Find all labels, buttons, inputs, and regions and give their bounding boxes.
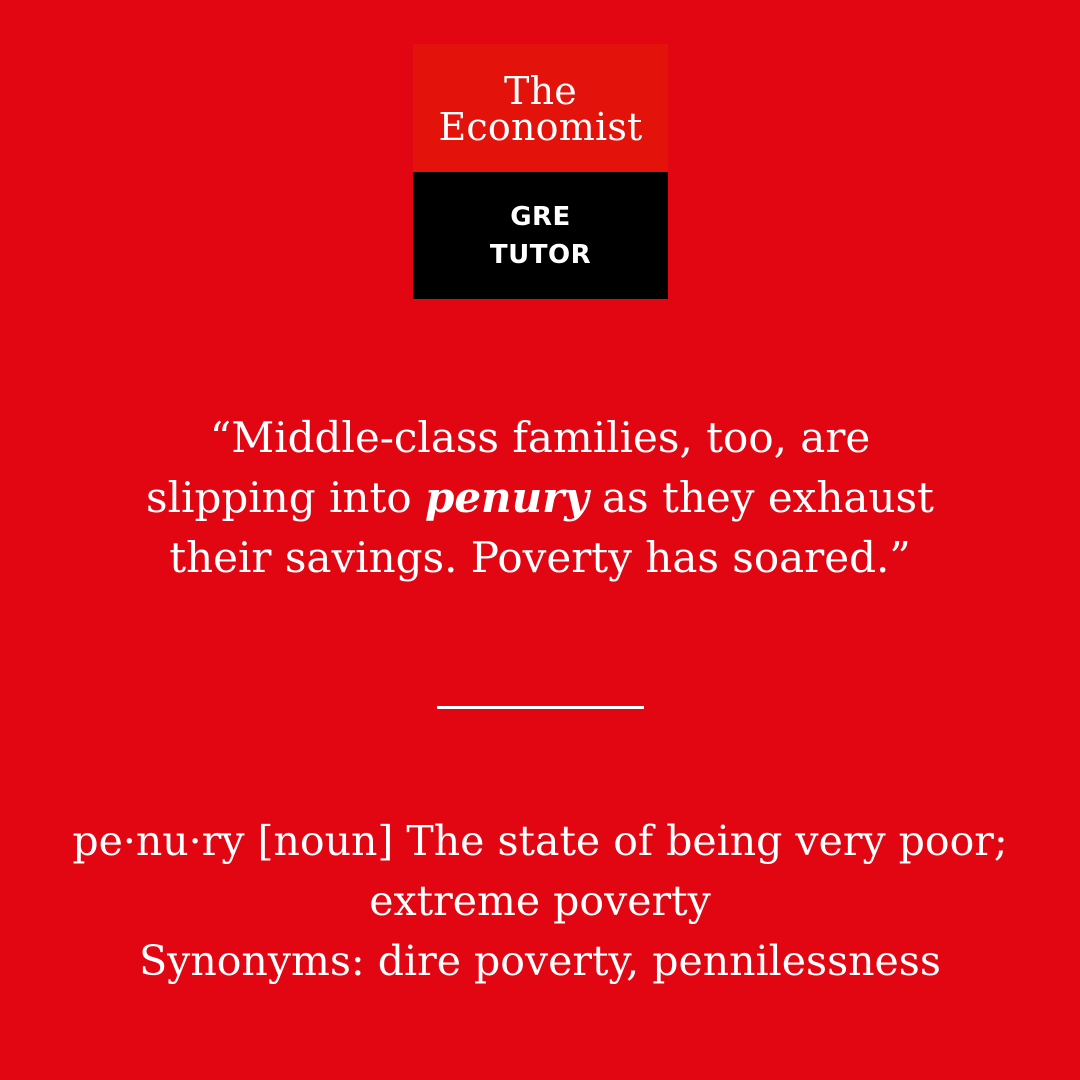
logo-brand-block: The Economist [413, 44, 668, 172]
logo-badge-line-1: GRE [510, 201, 571, 232]
definition-line-2: extreme poverty [369, 877, 711, 925]
quote-line-1: “Middle-class families, too, are [209, 413, 871, 462]
quote-line-2: slipping into penury as they exhaust [0, 468, 1080, 528]
definition-text: pe·nu·ry [noun] The state of being very … [0, 811, 1080, 991]
definition-line-1: pe·nu·ry [noun] The state of being very … [72, 817, 1008, 865]
economist-gre-tutor-logo: The Economist GRE TUTOR [413, 44, 668, 299]
logo-brand-line-2: Economist [438, 105, 643, 149]
quote-line-2-after: as they exhaust [588, 473, 934, 522]
logo-badge-line-2: TUTOR [489, 239, 592, 270]
section-divider [437, 706, 644, 709]
synonyms-line: Synonyms: dire poverty, pennilessness [139, 937, 941, 985]
highlighted-term: penury [424, 473, 589, 522]
logo-brand-line-1: The [504, 69, 577, 113]
quote-text: “Middle-class families, too, are slippin… [0, 408, 1080, 588]
logo-badge-block: GRE TUTOR [413, 172, 668, 299]
quote-line-2-before: slipping into [146, 473, 425, 522]
quote-line-3: their savings. Poverty has soared.” [169, 533, 911, 582]
